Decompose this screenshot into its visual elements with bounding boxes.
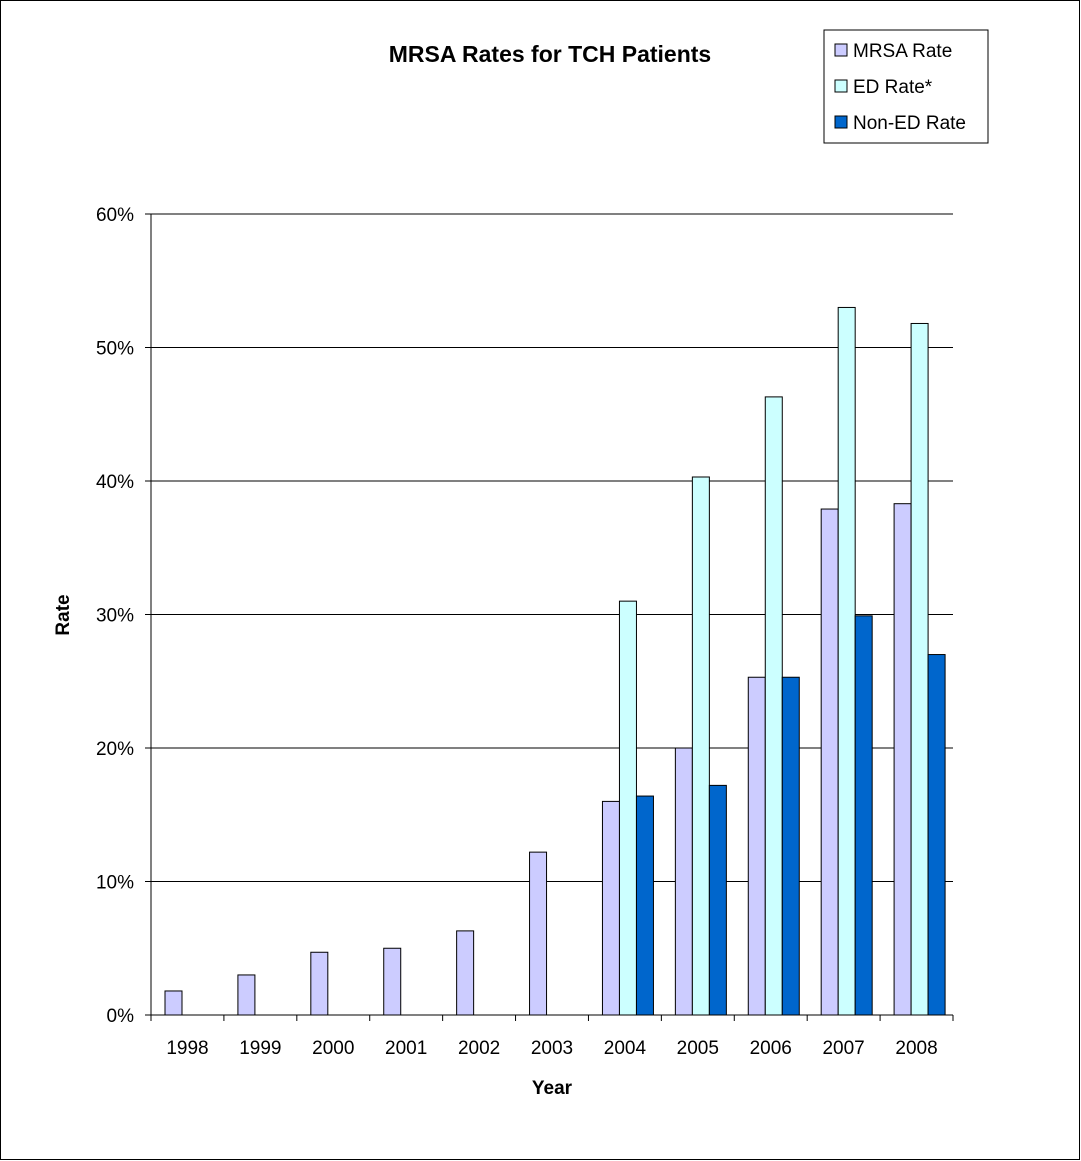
bar-mrsa-rate-2002 [456,930,475,1016]
gridlines [151,213,953,882]
bar-mrsa-rate-2008 [893,503,912,1016]
bar-non-ed-rate-2006 [781,676,800,1016]
bar-ed-rate-2004 [618,600,637,1016]
bar-mrsa-rate-1999 [237,974,256,1016]
y-tick-label-5: 50% [96,339,134,360]
bar-non-ed-rate-2004 [635,795,654,1016]
bar-ed-rate-2007 [837,306,856,1016]
bar-non-ed-rate-2008 [927,654,946,1016]
x-tick-label-1999: 1999 [239,1038,281,1059]
y-tick-label-4: 40% [96,472,134,493]
bar-ed-rate-2008 [910,322,929,1016]
bar-mrsa-rate-2006 [747,676,766,1016]
bar-non-ed-rate-2005 [708,784,727,1016]
x-tick-label-2006: 2006 [750,1038,792,1059]
bar-mrsa-rate-2007 [820,508,839,1016]
legend-swatch-2 [834,115,848,129]
legend-label-0: MRSA Rate [853,41,952,62]
legend: MRSA Rate ED Rate* Non-ED Rate [823,29,989,144]
x-tick-labels: 1998 1999 2000 2001 2002 2003 2004 2005 2006 2007… [166,1038,937,1059]
bar-mrsa-rate-1998 [164,990,183,1016]
y-tick-label-6: 60% [96,205,134,226]
y-tick-label-0: 0% [107,1006,135,1027]
bars [164,306,946,1016]
y-tick-labels: 0% 10% 20% 30% 40% 50% 60% [96,205,134,1027]
bar-ed-rate-2005 [691,476,710,1016]
x-tick-label-2007: 2007 [822,1038,864,1059]
legend-swatch-1 [834,79,848,93]
x-axis-title: Year [532,1078,573,1099]
x-tick-label-2000: 2000 [312,1038,354,1059]
legend-box [823,29,989,144]
x-tick-label-2005: 2005 [677,1038,719,1059]
x-tick-label-2002: 2002 [458,1038,500,1059]
legend-label-2: Non-ED Rate [853,113,966,134]
bar-mrsa-rate-2003 [529,851,548,1016]
x-tick-label-1998: 1998 [166,1038,208,1059]
chart-title: MRSA Rates for TCH Patients [389,41,711,67]
bar-mrsa-rate-2005 [674,747,693,1016]
bar-mrsa-rate-2001 [383,947,402,1016]
y-tick-label-3: 30% [96,606,134,627]
x-tick-label-2003: 2003 [531,1038,573,1059]
bar-non-ed-rate-2007 [854,615,873,1016]
legend-swatch-0 [834,43,848,57]
x-tick-label-2001: 2001 [385,1038,427,1059]
bar-ed-rate-2006 [764,396,783,1016]
y-tick-label-1: 10% [96,873,134,894]
bar-mrsa-rate-2004 [601,800,620,1016]
bar-mrsa-rate-2000 [310,951,329,1016]
y-tick-label-2: 20% [96,739,134,760]
axes [145,213,954,1021]
x-tick-label-2008: 2008 [895,1038,937,1059]
y-axis-title: Rate [53,594,74,635]
x-tick-label-2004: 2004 [604,1038,647,1059]
legend-label-1: ED Rate* [853,77,933,98]
